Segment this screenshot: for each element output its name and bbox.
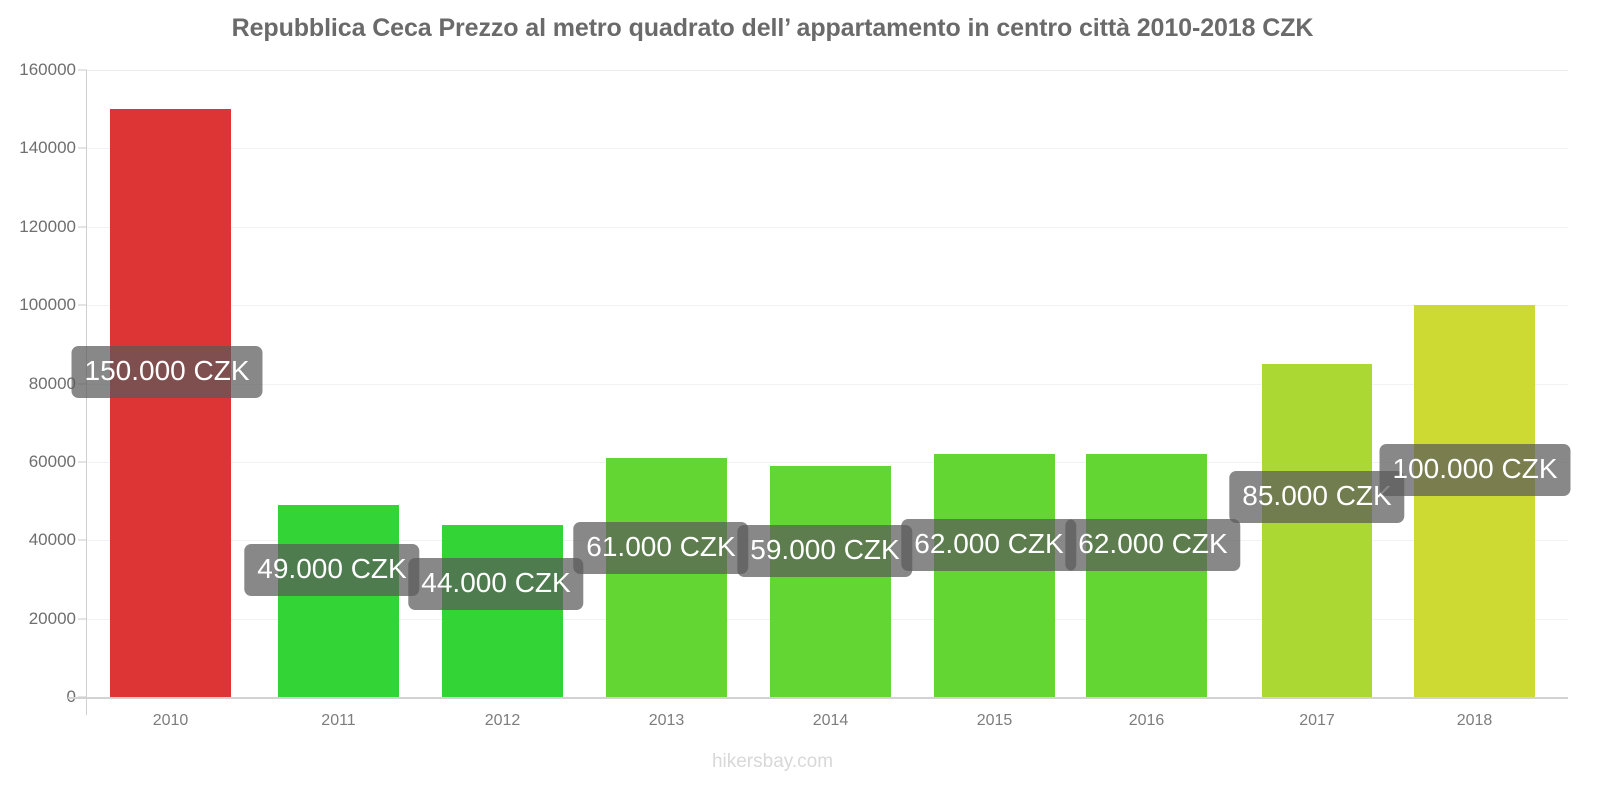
gridline <box>86 305 1568 307</box>
y-axis-tick-label: 100000 <box>19 295 76 315</box>
plot-area <box>86 70 1568 697</box>
bar-2010[interactable] <box>110 109 231 697</box>
y-axis-tick-label: 80000 <box>28 373 76 393</box>
y-axis-tick-label: 0 <box>0 687 76 707</box>
value-label-2013: 61.000 CZK <box>573 522 749 574</box>
bar-2012[interactable] <box>442 524 563 697</box>
value-label-2012: 44.000 CZK <box>408 558 584 610</box>
y-axis-tick-mark <box>78 69 87 71</box>
gridline <box>86 70 1568 71</box>
x-axis-tick-label-2013: 2013 <box>648 712 685 729</box>
y-axis-tick-mark <box>78 618 87 620</box>
chart-title: Repubblica Ceca Prezzo al metro quadrato… <box>231 14 1314 42</box>
y-axis-tick-mark <box>78 461 87 463</box>
x-axis-tick-label-2010: 2010 <box>152 712 189 729</box>
watermark-footer: hikersbay.com <box>711 751 834 772</box>
y-axis-tick-label: 120000 <box>19 216 76 236</box>
x-axis-tick-label-2017: 2017 <box>1299 712 1335 729</box>
y-axis-tick-label: 40000 <box>28 530 76 550</box>
x-axis-tick-label-2018: 2018 <box>1456 712 1493 729</box>
x-axis-tick-label-2011: 2011 <box>321 712 356 729</box>
value-label-2017: 85.000 CZK <box>1229 471 1405 523</box>
x-axis-tick-label-2014: 2014 <box>812 712 849 729</box>
gridline <box>86 383 1568 385</box>
value-label-2014: 59.000 CZK <box>737 525 913 577</box>
x-axis-tick-label-2016: 2016 <box>1128 712 1165 729</box>
bar-2016[interactable] <box>1086 454 1207 697</box>
gridline <box>86 148 1568 150</box>
y-axis-tick-mark <box>78 147 87 149</box>
value-label-2011: 49.000 CZK <box>244 544 420 596</box>
bar-2017[interactable] <box>1262 363 1372 697</box>
x-axis-line <box>68 697 1568 699</box>
value-label-2010: 150.000 CZK <box>71 346 263 398</box>
y-axis-tick-label: 160000 <box>19 60 76 79</box>
y-axis-tick-mark <box>78 539 87 541</box>
bar-2011[interactable] <box>278 504 399 697</box>
y-axis-tick-label: 20000 <box>28 608 76 628</box>
gridline <box>86 461 1568 463</box>
x-axis-tick-label-2012: 2012 <box>484 712 521 729</box>
gridline <box>86 226 1568 228</box>
value-label-2015: 62.000 CZK <box>901 519 1077 571</box>
bar-2014[interactable] <box>770 465 891 697</box>
bar-2013[interactable] <box>606 457 727 697</box>
y-axis-tick-mark <box>78 304 87 306</box>
bar-2018[interactable] <box>1414 305 1535 697</box>
y-axis-tick-mark <box>78 226 87 228</box>
value-label-2018: 100.000 CZK <box>1379 444 1571 496</box>
bar-2015[interactable] <box>934 454 1055 697</box>
y-axis-tick-label: 60000 <box>28 451 76 471</box>
y-axis-tick-label: 140000 <box>19 138 76 158</box>
value-label-2016: 62.000 CZK <box>1065 519 1241 571</box>
x-axis-tick-label-2015: 2015 <box>976 712 1013 729</box>
